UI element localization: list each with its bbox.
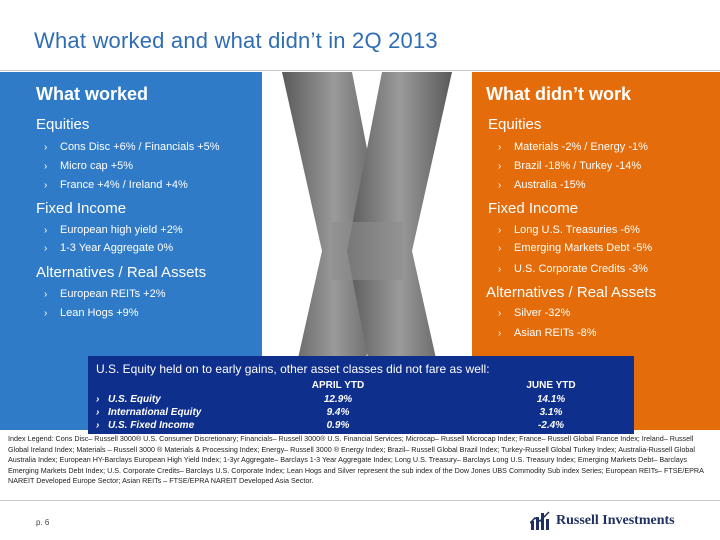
page-number: p. 6 [36, 518, 50, 527]
left-section-equities: Equities [36, 116, 90, 133]
row-label: › U.S. Fixed Income [96, 420, 195, 431]
right-section-alternatives: Alternatives / Real Assets [486, 284, 657, 301]
right-item: › Asian REITs -8% [498, 327, 597, 339]
chevron-right-icon: › [44, 161, 48, 172]
index-legend: Index Legend: Cons Disc– Russell 3000® U… [8, 434, 704, 486]
april-value: 0.9% [326, 420, 350, 431]
left-item: › Cons Disc +6% / Financials +5% [44, 141, 220, 153]
chevron-right-icon: › [498, 264, 502, 275]
chevron-right-icon: › [498, 308, 502, 319]
left-item: › European REITs +2% [44, 288, 166, 300]
right-item: › Emerging Markets Debt -5% [498, 242, 653, 254]
equity-summary-box: U.S. Equity held on to early gains, othe… [88, 356, 634, 434]
june-value: -2.4% [537, 420, 565, 431]
april-value: 9.4% [326, 407, 350, 418]
chevron-right-icon: › [44, 243, 48, 254]
equity-summary-headline: U.S. Equity held on to early gains, othe… [96, 362, 490, 376]
chevron-right-icon: › [96, 394, 100, 405]
title-divider [0, 70, 720, 71]
chevron-right-icon: › [498, 243, 502, 254]
chevron-right-icon: › [96, 407, 100, 418]
chevron-right-icon: › [44, 180, 48, 191]
russell-logo-icon [530, 511, 550, 530]
right-section-fixed-income: Fixed Income [488, 200, 579, 217]
chevron-right-icon: › [498, 180, 502, 191]
row-label: › U.S. Equity [96, 394, 161, 405]
what-didnt-work-heading: What didn’t work [486, 84, 631, 104]
what-worked-heading: What worked [36, 84, 149, 104]
april-value: 12.9% [323, 394, 353, 405]
footer-divider [0, 500, 720, 501]
left-section-alternatives: Alternatives / Real Assets [36, 264, 207, 281]
left-item: › France +4% / Ireland +4% [44, 179, 188, 191]
left-item: › 1-3 Year Aggregate 0% [44, 242, 174, 254]
left-item: › European high yield +2% [44, 224, 183, 236]
chevron-right-icon: › [498, 161, 502, 172]
slide-title: What worked and what didn’t in 2Q 2013 [34, 28, 438, 53]
chevron-right-icon: › [44, 308, 48, 319]
june-value: 3.1% [539, 407, 563, 418]
russell-logo: Russell Investments [530, 510, 675, 532]
chevron-right-icon: › [44, 289, 48, 300]
left-item: › Micro cap +5% [44, 160, 134, 172]
russell-logo-text: Russell Investments [556, 513, 675, 528]
june-value: 14.1% [536, 394, 566, 405]
right-item: › U.S. Corporate Credits -3% [498, 263, 648, 275]
right-item: › Silver -32% [498, 307, 571, 319]
right-item: › Australia -15% [498, 179, 586, 191]
chevron-right-icon: › [498, 328, 502, 339]
column-header-april: APRIL YTD [311, 380, 365, 391]
right-item: › Long U.S. Treasuries -6% [498, 224, 640, 236]
chevron-right-icon: › [498, 142, 502, 153]
right-item: › Brazil -18% / Turkey -14% [498, 160, 642, 172]
right-item: › Materials -2% / Energy -1% [498, 141, 648, 153]
right-section-equities: Equities [488, 116, 542, 133]
left-item: › Lean Hogs +9% [44, 307, 139, 319]
chevron-right-icon: › [96, 420, 100, 431]
column-header-june: JUNE YTD [526, 380, 576, 391]
row-label: › International Equity [96, 407, 202, 418]
left-section-fixed-income: Fixed Income [36, 200, 127, 217]
chevron-right-icon: › [44, 142, 48, 153]
chevron-right-icon: › [44, 225, 48, 236]
chevron-right-icon: › [498, 225, 502, 236]
